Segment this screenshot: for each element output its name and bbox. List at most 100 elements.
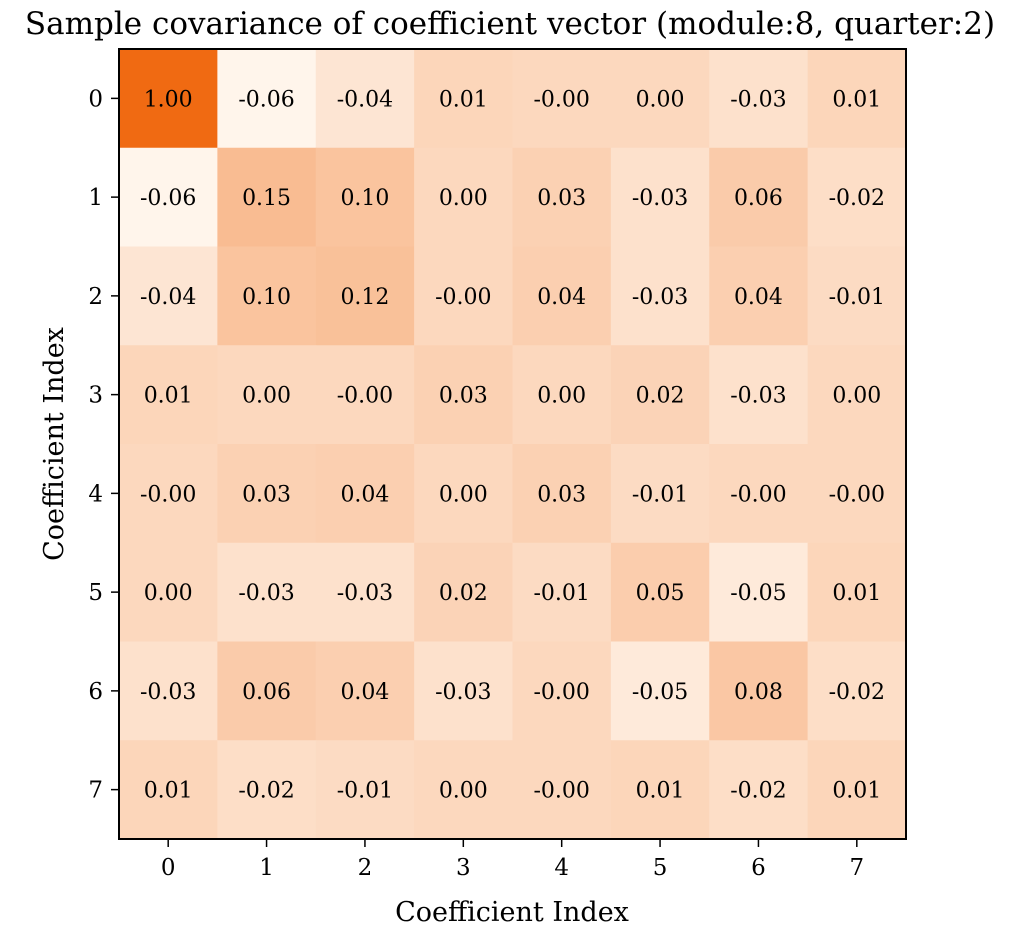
cell-value-label: -0.06 — [140, 186, 196, 211]
x-tick-label: 3 — [456, 855, 471, 881]
heatmap-cell — [414, 740, 514, 840]
heatmap-cell — [610, 49, 710, 149]
cell-value-label: 0.02 — [636, 384, 685, 409]
cell-value-label: -0.03 — [140, 680, 196, 705]
heatmap-cell — [709, 542, 809, 643]
heatmap-cell — [807, 542, 907, 643]
heatmap-cell — [512, 49, 612, 149]
y-tick-label: 7 — [88, 778, 103, 804]
cell-value-label: 0.15 — [242, 186, 291, 211]
heatmap-cell — [610, 444, 710, 544]
cell-value-label: 0.00 — [832, 384, 881, 409]
cell-value-label: -0.03 — [632, 285, 688, 310]
cell-value-label: 0.00 — [439, 779, 488, 804]
cell-value-label: -0.00 — [435, 285, 491, 310]
cell-value-label: -0.01 — [829, 285, 885, 310]
plot-frame — [118, 48, 907, 840]
cell-value-label: -0.00 — [730, 482, 786, 507]
heatmap-cell — [610, 740, 710, 840]
heatmap-cell — [807, 246, 907, 346]
heatmap-cell — [512, 444, 612, 544]
cell-value-label: 0.10 — [340, 186, 389, 211]
cell-value-label: 0.00 — [439, 482, 488, 507]
heatmap-cell — [610, 147, 710, 248]
heatmap-cell — [315, 740, 415, 840]
x-axis-ticks: 0 1 2 3 4 5 6 7 — [161, 839, 864, 881]
cell-value-label: -0.00 — [140, 482, 196, 507]
x-tick-label: 1 — [259, 855, 274, 881]
cell-value-label: -0.05 — [730, 581, 786, 606]
heatmap-cell — [709, 444, 809, 544]
cell-value-label: -0.03 — [337, 581, 393, 606]
cell-value-label: 0.00 — [636, 87, 685, 112]
heatmap-cell — [217, 641, 317, 741]
y-tick-label: 0 — [88, 86, 103, 112]
heatmap-cell — [807, 740, 907, 840]
cell-value-label: 1.00 — [144, 87, 193, 112]
cell-value-label: -0.03 — [632, 186, 688, 211]
cell-value-label: 0.12 — [340, 285, 389, 310]
heatmap-cell — [414, 246, 514, 346]
y-axis-ticks: 0 1 2 3 4 5 6 7 — [88, 86, 119, 804]
heatmap-cell-labels: 1.00 -0.06 -0.04 0.01 -0.00 0.00 -0.03 0.01 -0.0… — [140, 87, 885, 803]
heatmap-cell — [610, 542, 710, 643]
x-tick-label: 5 — [653, 855, 668, 881]
heatmap-cell — [709, 641, 809, 741]
cell-value-label: -0.01 — [632, 482, 688, 507]
cell-value-label: 0.05 — [636, 581, 685, 606]
cell-value-label: -0.04 — [337, 87, 393, 112]
x-axis-label: Coefficient Index — [395, 897, 629, 926]
heatmap-cells — [119, 49, 907, 840]
y-tick-label: 5 — [88, 580, 103, 606]
cell-value-label: 0.01 — [832, 87, 881, 112]
cell-value-label: 0.06 — [734, 186, 783, 211]
heatmap-cell — [512, 246, 612, 346]
y-tick-label: 3 — [88, 383, 103, 409]
heatmap-cell — [414, 49, 514, 149]
cell-value-label: 0.01 — [832, 779, 881, 804]
cell-value-label: -0.06 — [238, 87, 294, 112]
heatmap-cell — [315, 246, 415, 346]
heatmap-cell — [414, 147, 514, 248]
heatmap-cell — [512, 345, 612, 445]
heatmap-cell — [709, 345, 809, 445]
cell-value-label: 0.10 — [242, 285, 291, 310]
heatmap-cell — [315, 49, 415, 149]
cell-value-label: -0.02 — [829, 186, 885, 211]
heatmap-cell — [217, 345, 317, 445]
cell-value-label: 0.01 — [144, 779, 193, 804]
heatmap-cell — [315, 542, 415, 643]
cell-value-label: 0.01 — [636, 779, 685, 804]
heatmap-cell — [315, 345, 415, 445]
cell-value-label: -0.00 — [533, 779, 589, 804]
heatmap-cell — [512, 641, 612, 741]
heatmap-cell — [217, 444, 317, 544]
y-axis-label: Coefficient Index — [39, 327, 70, 561]
heatmap-cell — [217, 542, 317, 643]
x-tick-label: 2 — [358, 855, 373, 881]
heatmap-cell — [217, 740, 317, 840]
heatmap-cell — [807, 641, 907, 741]
cell-value-label: 0.03 — [537, 482, 586, 507]
cell-value-label: 0.08 — [734, 680, 783, 705]
cell-value-label: -0.01 — [337, 779, 393, 804]
cell-value-label: 0.04 — [537, 285, 586, 310]
cell-value-label: -0.05 — [632, 680, 688, 705]
cell-value-label: 0.01 — [832, 581, 881, 606]
cell-value-label: 0.01 — [439, 87, 488, 112]
cell-value-label: 0.03 — [537, 186, 586, 211]
y-tick-label: 4 — [88, 481, 103, 507]
cell-value-label: 0.04 — [340, 482, 389, 507]
heatmap-cell — [414, 542, 514, 643]
heatmap-cell — [807, 49, 907, 149]
cell-value-label: 0.00 — [242, 384, 291, 409]
heatmap-cell — [610, 641, 710, 741]
heatmap-cell — [807, 444, 907, 544]
y-tick-label: 6 — [88, 679, 103, 705]
heatmap-cell — [315, 147, 415, 248]
heatmap-cell — [512, 740, 612, 840]
heatmap-cell — [807, 345, 907, 445]
heatmap-cell — [709, 49, 809, 149]
cell-value-label: 0.06 — [242, 680, 291, 705]
